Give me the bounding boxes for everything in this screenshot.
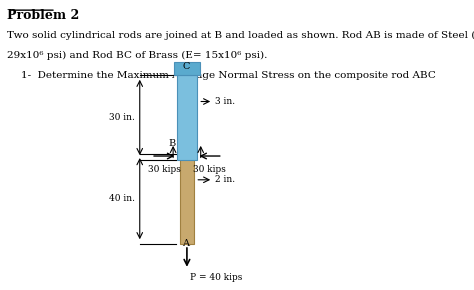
- Text: 30 kips: 30 kips: [193, 165, 226, 174]
- Bar: [180, 154, 193, 244]
- Text: 29x10⁶ psi) and Rod BC of Brass (E= 15x10⁶ psi).: 29x10⁶ psi) and Rod BC of Brass (E= 15x1…: [7, 51, 267, 60]
- Text: 40 in.: 40 in.: [109, 194, 135, 203]
- Text: Two solid cylindrical rods are joined at B and loaded as shown. Rod AB is made o: Two solid cylindrical rods are joined at…: [7, 30, 474, 39]
- Text: 3 in.: 3 in.: [215, 97, 235, 106]
- Text: 1-  Determine the Maximum Average Normal Stress on the composite rod ABC: 1- Determine the Maximum Average Normal …: [21, 71, 436, 80]
- Text: A: A: [182, 239, 190, 248]
- Text: Problem 2: Problem 2: [7, 9, 79, 22]
- Text: 2 in.: 2 in.: [215, 175, 235, 184]
- Text: B: B: [168, 139, 176, 148]
- Text: 30 kips: 30 kips: [148, 165, 181, 174]
- Text: 30 in.: 30 in.: [109, 113, 135, 122]
- Text: P = 40 kips: P = 40 kips: [191, 273, 243, 282]
- Text: C: C: [182, 62, 190, 71]
- Bar: [174, 62, 200, 75]
- Bar: [177, 75, 197, 160]
